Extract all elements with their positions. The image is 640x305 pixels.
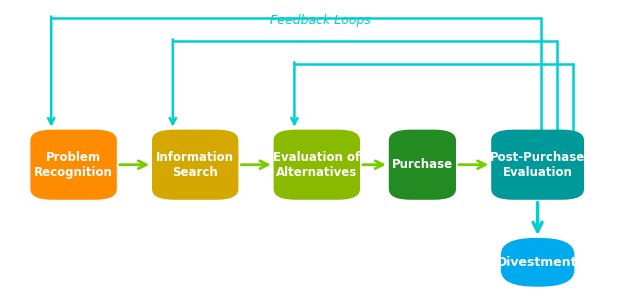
Text: Feedback Loops: Feedback Loops bbox=[269, 14, 371, 27]
Text: Information
Search: Information Search bbox=[156, 151, 234, 179]
FancyBboxPatch shape bbox=[31, 130, 116, 200]
Text: Evaluation of
Alternatives: Evaluation of Alternatives bbox=[273, 151, 360, 179]
Text: Purchase: Purchase bbox=[392, 158, 453, 171]
FancyBboxPatch shape bbox=[274, 130, 360, 200]
FancyBboxPatch shape bbox=[492, 130, 584, 200]
Text: Divestment: Divestment bbox=[497, 256, 578, 269]
FancyBboxPatch shape bbox=[389, 130, 456, 200]
FancyBboxPatch shape bbox=[500, 238, 575, 287]
Text: Post-Purchase
Evaluation: Post-Purchase Evaluation bbox=[490, 151, 585, 179]
Text: Problem
Recognition: Problem Recognition bbox=[34, 151, 113, 179]
FancyBboxPatch shape bbox=[152, 130, 239, 200]
